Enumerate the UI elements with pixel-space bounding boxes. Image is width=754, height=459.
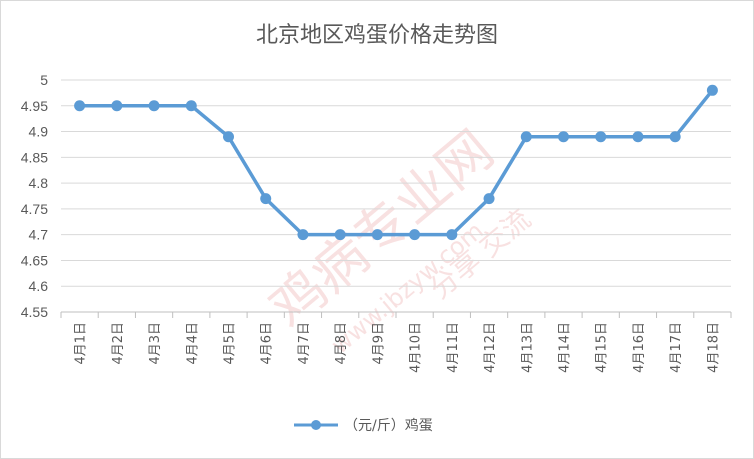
chart-title: 北京地区鸡蛋价格走势图 — [256, 23, 498, 48]
data-point — [409, 229, 421, 241]
legend-label: （元/斤）鸡蛋 — [344, 417, 433, 434]
y-tick-label: 4.85 — [21, 149, 48, 165]
y-tick-label: 4.55 — [21, 304, 48, 320]
x-tick-label: 4月13日 — [520, 322, 535, 373]
data-point — [148, 100, 160, 112]
x-tick-label: 4月14日 — [558, 322, 573, 373]
x-tick-label: 4月17日 — [669, 322, 684, 373]
y-tick-label: 5 — [40, 72, 48, 88]
legend-point-marker — [311, 420, 321, 430]
x-axis — [60, 311, 732, 318]
data-point — [185, 100, 197, 112]
data-point — [223, 131, 234, 143]
y-tick-label: 4.65 — [21, 252, 48, 268]
data-point — [595, 131, 607, 143]
y-tick-label: 4.6 — [29, 278, 49, 294]
data-point — [446, 229, 458, 241]
y-tick-label: 4.75 — [21, 201, 48, 217]
x-tick-label: 4月10日 — [409, 322, 424, 373]
x-tick-label: 4月11日 — [446, 322, 461, 373]
x-tick-label: 4月4日 — [185, 322, 200, 365]
x-tick-label: 4月1日 — [74, 322, 89, 365]
x-tick-label: 4月12日 — [483, 322, 498, 373]
data-point — [111, 100, 123, 112]
data-point — [74, 100, 86, 112]
data-point — [558, 131, 569, 143]
data-point — [483, 193, 495, 205]
data-point — [371, 229, 383, 241]
data-point — [334, 229, 346, 241]
y-tick-label: 4.95 — [21, 98, 48, 114]
data-point — [706, 84, 718, 96]
x-tick-label: 4月3日 — [148, 322, 163, 365]
y-axis-ticks: 4.55 4.6 4.65 4.7 4.75 4.8 4.85 4.9 4.95 5 — [21, 72, 48, 320]
legend: （元/斤）鸡蛋 — [294, 417, 433, 434]
series-egg-price — [74, 84, 718, 241]
x-tick-label: 4月6日 — [260, 322, 275, 365]
x-tick-label: 4月8日 — [334, 322, 349, 365]
x-axis-ticks: 4月1日 4月2日 4月3日 4月4日 4月5日 4月6日 4月7日 4月8日 4月9日 4月10… — [74, 322, 722, 373]
x-tick-label: 4月15日 — [595, 322, 610, 373]
y-tick-label: 4.7 — [29, 227, 49, 243]
y-tick-label: 4.9 — [29, 124, 49, 140]
x-tick-label: 4月9日 — [371, 322, 386, 365]
x-tick-label: 4月5日 — [223, 322, 238, 365]
x-tick-label: 4月18日 — [706, 322, 721, 373]
x-tick-label: 4月7日 — [297, 322, 312, 365]
data-point — [520, 131, 532, 143]
data-point — [260, 193, 272, 205]
data-point — [297, 229, 309, 241]
x-tick-label: 4月2日 — [111, 322, 126, 365]
data-point — [669, 131, 681, 143]
y-tick-label: 4.8 — [29, 175, 49, 191]
series-line — [79, 89, 714, 237]
data-point — [632, 131, 644, 143]
x-tick-label: 4月16日 — [632, 322, 647, 373]
